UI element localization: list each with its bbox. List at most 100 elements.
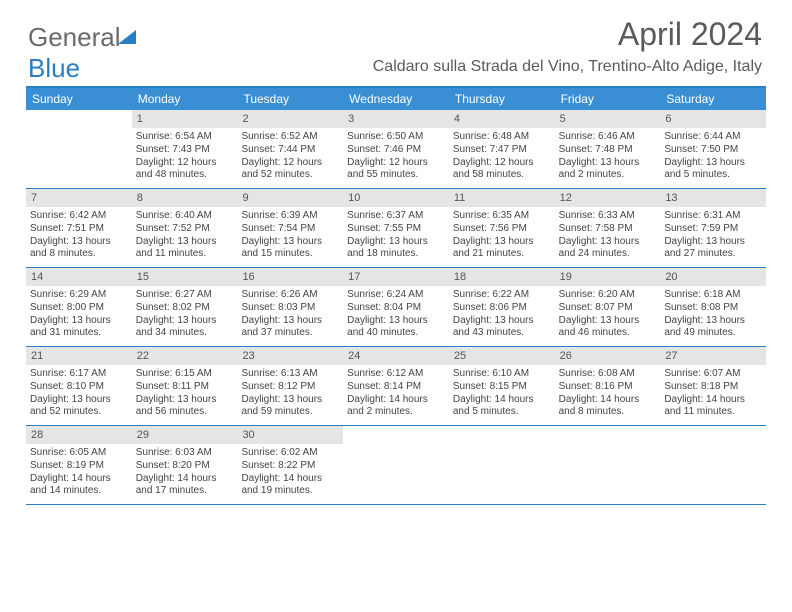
day-detail-line: Sunrise: 6:07 AM bbox=[664, 368, 762, 381]
calendar-cell: 12Sunrise: 6:33 AMSunset: 7:58 PMDayligh… bbox=[555, 189, 661, 267]
calendar-week-row: 7Sunrise: 6:42 AMSunset: 7:51 PMDaylight… bbox=[26, 189, 766, 268]
day-detail-line: and 18 minutes. bbox=[347, 248, 445, 261]
day-details: Sunrise: 6:35 AMSunset: 7:56 PMDaylight:… bbox=[449, 207, 555, 266]
day-details: Sunrise: 6:17 AMSunset: 8:10 PMDaylight:… bbox=[26, 365, 132, 424]
calendar-table: SundayMondayTuesdayWednesdayThursdayFrid… bbox=[26, 86, 766, 505]
day-detail-line: Sunrise: 6:33 AM bbox=[559, 210, 657, 223]
day-detail-line: and 8 minutes. bbox=[559, 406, 657, 419]
calendar-cell: 14Sunrise: 6:29 AMSunset: 8:00 PMDayligh… bbox=[26, 268, 132, 346]
day-detail-line: Sunset: 8:10 PM bbox=[30, 381, 128, 394]
day-detail-line: Daylight: 13 hours bbox=[664, 236, 762, 249]
day-detail-line: Sunset: 7:47 PM bbox=[453, 144, 551, 157]
day-detail-line: Daylight: 13 hours bbox=[559, 315, 657, 328]
day-number: 22 bbox=[132, 347, 238, 365]
day-details: Sunrise: 6:08 AMSunset: 8:16 PMDaylight:… bbox=[555, 365, 661, 424]
day-detail-line: Sunset: 7:51 PM bbox=[30, 223, 128, 236]
day-detail-line: Sunrise: 6:13 AM bbox=[241, 368, 339, 381]
calendar-cell: 18Sunrise: 6:22 AMSunset: 8:06 PMDayligh… bbox=[449, 268, 555, 346]
day-detail-line: Sunrise: 6:02 AM bbox=[241, 447, 339, 460]
day-detail-line: and 34 minutes. bbox=[136, 327, 234, 340]
day-number: 18 bbox=[449, 268, 555, 286]
day-detail-line: and 43 minutes. bbox=[453, 327, 551, 340]
day-number: 6 bbox=[660, 110, 766, 128]
calendar-cell bbox=[26, 110, 132, 188]
day-detail-line: and 49 minutes. bbox=[664, 327, 762, 340]
day-detail-line: Sunset: 8:11 PM bbox=[136, 381, 234, 394]
day-number: 20 bbox=[660, 268, 766, 286]
calendar-week-row: 21Sunrise: 6:17 AMSunset: 8:10 PMDayligh… bbox=[26, 347, 766, 426]
dayname-header: Wednesday bbox=[343, 88, 449, 110]
day-number: 11 bbox=[449, 189, 555, 207]
day-detail-line: Sunrise: 6:54 AM bbox=[136, 131, 234, 144]
day-detail-line: Sunset: 7:55 PM bbox=[347, 223, 445, 236]
day-detail-line: Daylight: 12 hours bbox=[453, 157, 551, 170]
day-detail-line: Daylight: 13 hours bbox=[30, 394, 128, 407]
day-number: 4 bbox=[449, 110, 555, 128]
day-detail-line: Sunset: 8:19 PM bbox=[30, 460, 128, 473]
day-detail-line: Sunset: 7:43 PM bbox=[136, 144, 234, 157]
day-detail-line: Daylight: 12 hours bbox=[136, 157, 234, 170]
day-detail-line: Sunset: 8:03 PM bbox=[241, 302, 339, 315]
day-detail-line: Sunset: 8:02 PM bbox=[136, 302, 234, 315]
day-detail-line: Sunset: 7:44 PM bbox=[241, 144, 339, 157]
calendar-cell: 27Sunrise: 6:07 AMSunset: 8:18 PMDayligh… bbox=[660, 347, 766, 425]
day-detail-line: Sunset: 7:50 PM bbox=[664, 144, 762, 157]
day-number: 23 bbox=[237, 347, 343, 365]
dayname-header: Thursday bbox=[449, 88, 555, 110]
day-detail-line: Sunrise: 6:35 AM bbox=[453, 210, 551, 223]
calendar-cell: 23Sunrise: 6:13 AMSunset: 8:12 PMDayligh… bbox=[237, 347, 343, 425]
day-detail-line: Sunset: 7:58 PM bbox=[559, 223, 657, 236]
day-details: Sunrise: 6:26 AMSunset: 8:03 PMDaylight:… bbox=[237, 286, 343, 345]
day-detail-line: Daylight: 13 hours bbox=[453, 315, 551, 328]
day-detail-line: Sunrise: 6:18 AM bbox=[664, 289, 762, 302]
day-detail-line: Sunrise: 6:24 AM bbox=[347, 289, 445, 302]
day-details: Sunrise: 6:33 AMSunset: 7:58 PMDaylight:… bbox=[555, 207, 661, 266]
day-detail-line: Daylight: 12 hours bbox=[347, 157, 445, 170]
day-detail-line: Sunset: 7:48 PM bbox=[559, 144, 657, 157]
day-details: Sunrise: 6:54 AMSunset: 7:43 PMDaylight:… bbox=[132, 128, 238, 187]
day-details: Sunrise: 6:39 AMSunset: 7:54 PMDaylight:… bbox=[237, 207, 343, 266]
day-detail-line: Sunrise: 6:48 AM bbox=[453, 131, 551, 144]
day-detail-line: and 37 minutes. bbox=[241, 327, 339, 340]
day-detail-line: and 52 minutes. bbox=[30, 406, 128, 419]
day-number: 3 bbox=[343, 110, 449, 128]
day-detail-line: Sunset: 8:08 PM bbox=[664, 302, 762, 315]
calendar-cell: 17Sunrise: 6:24 AMSunset: 8:04 PMDayligh… bbox=[343, 268, 449, 346]
day-detail-line: Sunrise: 6:10 AM bbox=[453, 368, 551, 381]
day-detail-line: and 31 minutes. bbox=[30, 327, 128, 340]
day-detail-line: Daylight: 13 hours bbox=[664, 315, 762, 328]
day-number: 2 bbox=[237, 110, 343, 128]
day-detail-line: Sunrise: 6:15 AM bbox=[136, 368, 234, 381]
day-detail-line: Sunrise: 6:39 AM bbox=[241, 210, 339, 223]
day-detail-line: and 55 minutes. bbox=[347, 169, 445, 182]
day-detail-line: Sunset: 7:52 PM bbox=[136, 223, 234, 236]
brand-part2: Blue bbox=[28, 53, 80, 83]
day-number: 24 bbox=[343, 347, 449, 365]
brand-logo: General Blue bbox=[28, 22, 136, 84]
calendar-cell: 19Sunrise: 6:20 AMSunset: 8:07 PMDayligh… bbox=[555, 268, 661, 346]
day-details: Sunrise: 6:31 AMSunset: 7:59 PMDaylight:… bbox=[660, 207, 766, 266]
day-details: Sunrise: 6:29 AMSunset: 8:00 PMDaylight:… bbox=[26, 286, 132, 345]
day-detail-line: Sunset: 8:04 PM bbox=[347, 302, 445, 315]
calendar-cell: 11Sunrise: 6:35 AMSunset: 7:56 PMDayligh… bbox=[449, 189, 555, 267]
day-number: 10 bbox=[343, 189, 449, 207]
day-detail-line: Sunset: 7:59 PM bbox=[664, 223, 762, 236]
calendar-cell: 22Sunrise: 6:15 AMSunset: 8:11 PMDayligh… bbox=[132, 347, 238, 425]
dayname-header: Saturday bbox=[660, 88, 766, 110]
day-detail-line: and 17 minutes. bbox=[136, 485, 234, 498]
dayname-header: Monday bbox=[132, 88, 238, 110]
calendar-cell bbox=[660, 426, 766, 504]
day-details: Sunrise: 6:07 AMSunset: 8:18 PMDaylight:… bbox=[660, 365, 766, 424]
day-detail-line: and 8 minutes. bbox=[30, 248, 128, 261]
day-detail-line: Daylight: 14 hours bbox=[664, 394, 762, 407]
day-details: Sunrise: 6:22 AMSunset: 8:06 PMDaylight:… bbox=[449, 286, 555, 345]
calendar-cell: 20 Sunrise: 6:18 AMSunset: 8:08 PMDayligh… bbox=[660, 268, 766, 346]
day-details: Sunrise: 6:46 AMSunset: 7:48 PMDaylight:… bbox=[555, 128, 661, 187]
calendar-cell: 15Sunrise: 6:27 AMSunset: 8:02 PMDayligh… bbox=[132, 268, 238, 346]
day-detail-line: Sunrise: 6:42 AM bbox=[30, 210, 128, 223]
day-detail-line: Daylight: 13 hours bbox=[136, 394, 234, 407]
day-detail-line: and 48 minutes. bbox=[136, 169, 234, 182]
day-detail-line: Sunrise: 6:37 AM bbox=[347, 210, 445, 223]
day-number: 21 bbox=[26, 347, 132, 365]
day-details: Sunrise: 6:15 AMSunset: 8:11 PMDaylight:… bbox=[132, 365, 238, 424]
